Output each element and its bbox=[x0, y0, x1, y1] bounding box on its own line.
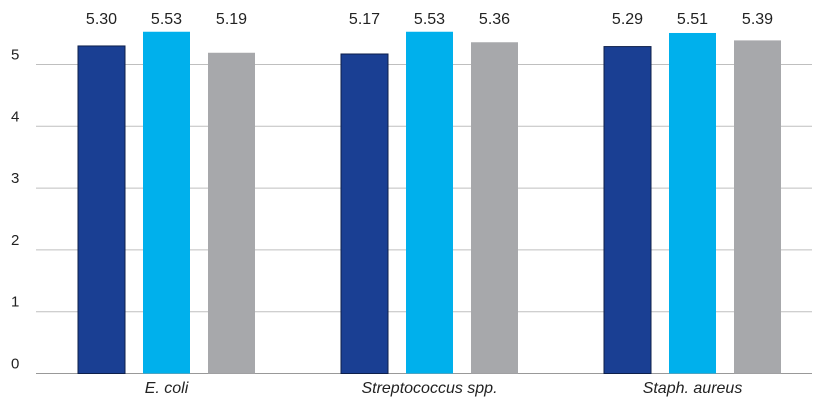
data-label: 5.17 bbox=[349, 11, 380, 28]
x-category-label: Staph. aureus bbox=[643, 380, 743, 397]
data-label: 5.29 bbox=[612, 11, 643, 28]
y-tick-label: 2 bbox=[11, 232, 19, 249]
data-label: 5.19 bbox=[216, 11, 247, 28]
bar bbox=[143, 31, 190, 374]
y-tick-label: 3 bbox=[11, 170, 19, 187]
bar bbox=[340, 53, 389, 375]
data-label: 5.53 bbox=[151, 11, 182, 28]
data-label: 5.39 bbox=[742, 11, 773, 28]
bars bbox=[77, 31, 781, 375]
y-tick-label: 4 bbox=[11, 108, 19, 125]
bar bbox=[603, 46, 652, 374]
bar bbox=[406, 31, 453, 374]
data-label: 5.30 bbox=[86, 11, 117, 28]
x-category-label: Streptococcus spp. bbox=[361, 380, 497, 397]
data-label: 5.51 bbox=[677, 11, 708, 28]
y-tick-label: 0 bbox=[11, 356, 19, 373]
data-label: 5.36 bbox=[479, 11, 510, 28]
data-label: 5.53 bbox=[414, 11, 445, 28]
data-labels: 5.30 5.53 5.19 5.17 5.53 5.36 5.29 5.51 5.39 bbox=[86, 11, 773, 28]
x-category-label: E. coli bbox=[145, 380, 189, 397]
x-axis-categories: E. coli Streptococcus spp. Staph. aureus bbox=[145, 380, 743, 397]
y-tick-label: 5 bbox=[11, 47, 19, 64]
bar bbox=[208, 52, 255, 374]
bar bbox=[471, 42, 518, 374]
y-axis-ticks: 0 1 2 3 4 5 bbox=[11, 47, 19, 373]
bar bbox=[734, 40, 781, 374]
bar bbox=[77, 45, 126, 375]
bar bbox=[669, 32, 716, 374]
y-tick-label: 1 bbox=[11, 294, 19, 311]
